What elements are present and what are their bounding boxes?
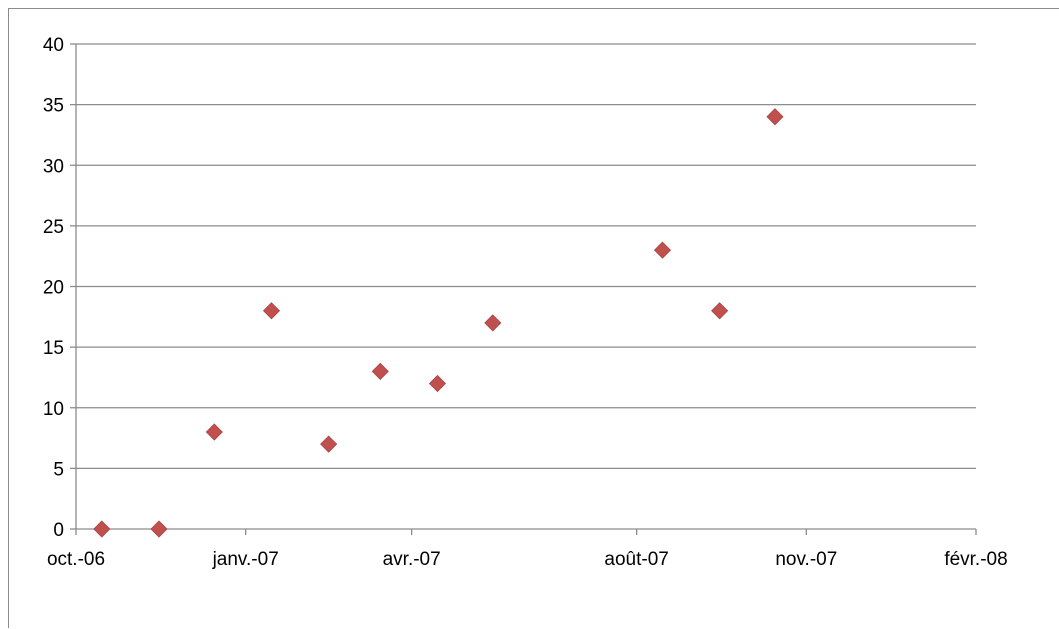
data-point: [205, 423, 223, 441]
data-point: [711, 302, 729, 320]
data-point: [262, 302, 281, 320]
data-point: [150, 520, 168, 538]
y-tick-label: 5: [53, 459, 64, 480]
x-tick-label: août-07: [604, 549, 668, 570]
x-tick-label: oct.-06: [47, 549, 105, 570]
gridlines: [76, 43, 976, 470]
y-tick-label: 25: [43, 217, 64, 238]
y-tick-label: 20: [43, 278, 64, 299]
data-points: [93, 108, 784, 538]
scatter-plot: 0 5 10 15 20 25 30 35 40 oct.-06 janv.-07 avr.-07 a…: [43, 35, 1008, 570]
y-tick-label: 0: [53, 520, 64, 541]
y-tick-label: 10: [43, 399, 64, 420]
data-point: [371, 362, 389, 380]
y-tick-label: 40: [43, 35, 64, 56]
data-point: [653, 241, 672, 259]
x-tick-label: févr.-08: [944, 549, 1007, 570]
axes: [70, 43, 977, 535]
data-point: [428, 374, 447, 393]
chart-area: 0 5 10 15 20 25 30 35 40 oct.-06 janv.-07 avr.-07 a…: [8, 8, 1059, 628]
data-point: [484, 314, 502, 332]
data-point: [93, 520, 111, 538]
data-point: [320, 435, 338, 453]
y-tick-label: 35: [43, 96, 64, 117]
y-tick-label: 15: [43, 338, 64, 359]
x-tick-label: janv.-07: [212, 549, 279, 570]
x-tick-label: avr.-07: [383, 549, 441, 570]
y-tick-label: 30: [43, 156, 64, 177]
y-tick-labels: 0 5 10 15 20 25 30 35 40: [43, 35, 64, 541]
x-tick-label: nov.-07: [775, 549, 837, 570]
x-tick-labels: oct.-06 janv.-07 avr.-07 août-07 nov.-07 févr…: [47, 549, 1008, 570]
data-point: [766, 108, 784, 126]
